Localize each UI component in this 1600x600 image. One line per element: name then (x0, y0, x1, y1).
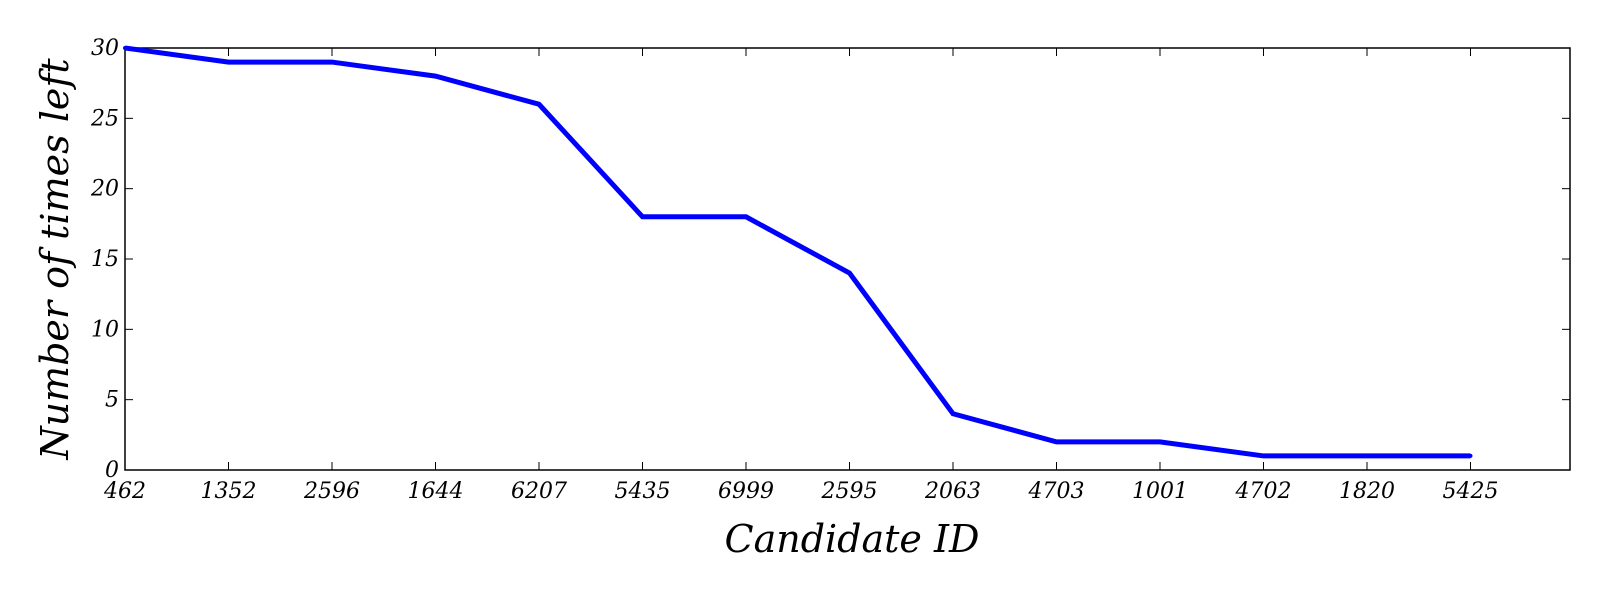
data-point (1054, 439, 1059, 444)
x-tick-label: 1820 (1339, 479, 1395, 504)
x-tick-label: 1644 (408, 479, 464, 504)
data-point (1158, 439, 1162, 444)
x-tick-label: 2063 (924, 479, 981, 504)
data-point (847, 271, 852, 276)
x-tick-label: 1352 (201, 479, 257, 504)
data-point (951, 411, 955, 416)
y-tick-label: 10 (91, 317, 119, 342)
x-axis-title: Candidate ID (725, 517, 980, 561)
data-point (744, 214, 748, 219)
y-tick-label: 15 (91, 247, 119, 272)
data-point (330, 60, 334, 65)
series-line (124, 45, 1471, 459)
data-point (1365, 453, 1369, 458)
data-point (537, 102, 541, 107)
x-tick-label: 4702 (1235, 479, 1292, 504)
x-tick-label: 6999 (718, 479, 774, 504)
x-axis-ticks: 462 1352 2596 1644 6207 5435 6999 2595 2063 4703 1… (103, 48, 1499, 504)
x-tick-label: 2595 (821, 479, 878, 504)
x-tick-label: 5435 (615, 479, 671, 504)
y-tick-label: 5 (105, 388, 119, 413)
data-point (1468, 453, 1473, 458)
data-point (123, 46, 127, 50)
plot-area (124, 47, 1571, 471)
y-tick-label: 20 (90, 177, 119, 202)
y-tick-label: 30 (91, 36, 119, 61)
data-point (1261, 453, 1266, 458)
y-tick-label: 0 (105, 458, 119, 483)
x-tick-label: 2596 (303, 479, 360, 504)
x-tick-label: 6207 (511, 479, 567, 504)
y-axis-title: Number of times left (33, 58, 77, 461)
data-point (226, 60, 231, 65)
data-point (433, 74, 438, 79)
data-point (640, 214, 645, 219)
x-tick-label: 4703 (1028, 479, 1085, 504)
y-axis-ticks: 0 5 10 15 20 25 30 (90, 36, 1570, 483)
series-layer (123, 45, 1473, 459)
x-tick-label: 462 (103, 479, 146, 504)
x-tick-label: 1001 (1132, 479, 1188, 504)
x-tick-label: 5425 (1443, 479, 1499, 504)
y-tick-label: 25 (90, 106, 119, 131)
